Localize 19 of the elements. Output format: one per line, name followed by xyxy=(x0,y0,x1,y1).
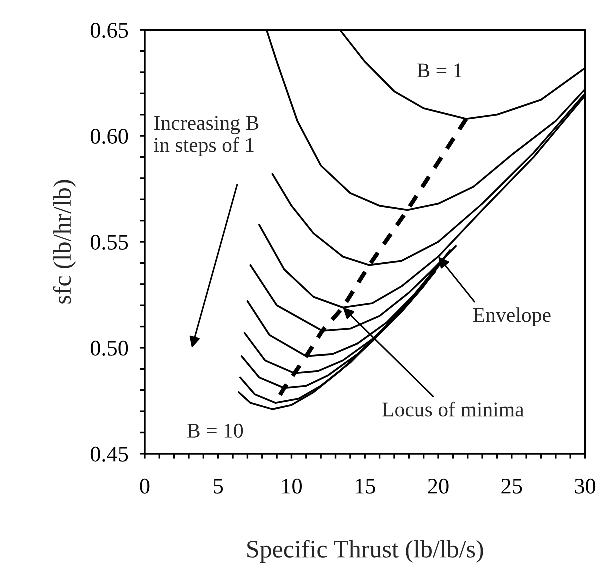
y-tick-label: 0.65 xyxy=(90,23,128,38)
annotation: Envelope xyxy=(473,308,551,326)
x-tick-label: 0 xyxy=(140,478,150,494)
annotation: B = 1 xyxy=(417,64,462,78)
x-tick-label: 30 xyxy=(575,478,596,494)
x-axis-title: Specific Thrust (lb/lb/s) xyxy=(248,540,484,563)
annotation: Increasing B in steps of 1 xyxy=(154,116,259,157)
x-tick-label: 5 xyxy=(214,479,224,494)
x-tick-label: 20 xyxy=(428,478,449,494)
x-tick-label: 25 xyxy=(502,478,522,494)
y-tick-label: 0.55 xyxy=(90,234,128,250)
y-axis-title: sfc (lb/hr/lb) xyxy=(53,180,76,304)
annotation: Locus of minima xyxy=(382,402,524,417)
y-tick-label: 0.50 xyxy=(90,340,128,356)
x-tick-label: 15 xyxy=(356,478,376,494)
y-tick-label: 0.45 xyxy=(90,446,128,462)
annotation: B = 10 xyxy=(188,424,244,438)
y-tick-label: 0.60 xyxy=(90,128,128,144)
x-tick-label: 10 xyxy=(282,478,302,494)
